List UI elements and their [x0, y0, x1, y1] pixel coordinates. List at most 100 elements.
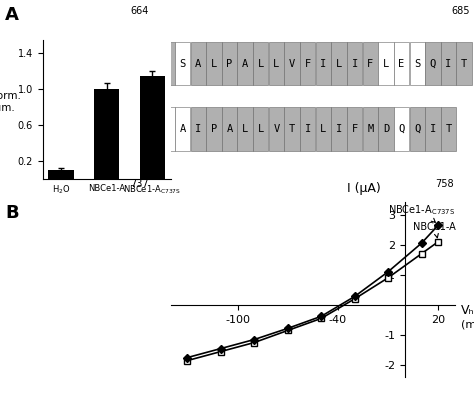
Text: F: F — [148, 58, 155, 69]
Text: AE1: AE1 — [96, 57, 118, 70]
Bar — [140, 75, 165, 179]
Bar — [237, 107, 253, 151]
Text: V: V — [273, 124, 280, 134]
Text: NBCe1-A$_{\mathregular{C737S}}$: NBCe1-A$_{\mathregular{C737S}}$ — [388, 203, 455, 222]
Bar — [206, 42, 221, 85]
Bar — [425, 42, 440, 85]
Text: Q: Q — [430, 58, 436, 69]
Text: Vₕ: Vₕ — [461, 304, 474, 317]
Text: A: A — [164, 124, 170, 134]
Text: E: E — [399, 58, 405, 69]
Text: C: C — [133, 124, 139, 134]
Bar — [253, 42, 268, 85]
Bar — [237, 42, 253, 85]
Text: 737: 737 — [130, 179, 149, 189]
Text: L: L — [336, 58, 342, 69]
Bar — [144, 107, 159, 151]
Bar — [363, 42, 378, 85]
Text: I: I — [446, 58, 452, 69]
Bar — [175, 107, 190, 151]
Text: L: L — [148, 124, 155, 134]
Text: I: I — [352, 58, 358, 69]
Text: V: V — [289, 58, 295, 69]
Bar — [191, 107, 206, 151]
Bar — [269, 107, 284, 151]
Text: P: P — [227, 58, 233, 69]
Text: Q: Q — [414, 124, 420, 134]
Bar — [222, 42, 237, 85]
Text: T: T — [446, 124, 452, 134]
Text: L: L — [258, 124, 264, 134]
Text: 685: 685 — [451, 6, 470, 16]
Text: P: P — [211, 124, 217, 134]
Text: M: M — [367, 124, 374, 134]
Bar — [316, 107, 331, 151]
Text: NBCe1-A: NBCe1-A — [413, 222, 456, 238]
Bar — [300, 107, 315, 151]
Text: I: I — [320, 58, 327, 69]
Bar — [128, 42, 143, 85]
Bar — [206, 107, 221, 151]
Text: F: F — [367, 58, 374, 69]
Bar — [347, 107, 362, 151]
Text: A: A — [180, 124, 186, 134]
Bar — [378, 107, 393, 151]
Text: A: A — [164, 58, 170, 69]
Bar — [300, 42, 315, 85]
Bar — [410, 42, 425, 85]
Bar — [159, 107, 174, 151]
Text: F: F — [352, 124, 358, 134]
Bar — [175, 42, 190, 85]
Text: T: T — [461, 58, 467, 69]
Bar — [425, 107, 440, 151]
Text: L: L — [273, 58, 280, 69]
Text: 664: 664 — [130, 6, 149, 16]
Text: I: I — [195, 124, 201, 134]
Bar — [128, 107, 143, 151]
Bar — [253, 107, 268, 151]
Bar — [456, 42, 472, 85]
Text: L: L — [320, 124, 327, 134]
Text: T: T — [289, 124, 295, 134]
Bar — [284, 107, 300, 151]
Text: A: A — [227, 124, 233, 134]
Text: A: A — [5, 6, 18, 24]
Bar — [331, 107, 346, 151]
Text: I: I — [336, 124, 342, 134]
Bar — [222, 107, 237, 151]
Bar — [331, 42, 346, 85]
Text: S: S — [414, 58, 420, 69]
Text: F: F — [305, 58, 311, 69]
Text: A: A — [195, 58, 201, 69]
Bar — [394, 42, 409, 85]
Bar — [144, 42, 159, 85]
Text: M: M — [133, 58, 139, 69]
Text: L: L — [258, 58, 264, 69]
Text: 758: 758 — [436, 179, 454, 189]
Text: I: I — [305, 124, 311, 134]
Bar — [394, 107, 409, 151]
Bar — [363, 107, 378, 151]
Bar — [159, 42, 174, 85]
Text: NBCe1: NBCe1 — [79, 123, 118, 135]
Bar — [410, 107, 425, 151]
Text: L: L — [242, 124, 248, 134]
Bar — [191, 42, 206, 85]
Bar — [316, 42, 331, 85]
Text: I (μA): I (μA) — [347, 183, 381, 195]
Bar — [94, 89, 119, 179]
Text: I: I — [430, 124, 436, 134]
Bar — [284, 42, 300, 85]
Text: A: A — [242, 58, 248, 69]
Text: B: B — [6, 204, 19, 222]
Text: D: D — [383, 124, 389, 134]
Bar — [347, 42, 362, 85]
Text: Q: Q — [399, 124, 405, 134]
Bar — [441, 107, 456, 151]
Bar — [378, 42, 393, 85]
Text: S: S — [180, 58, 186, 69]
Text: L: L — [383, 58, 389, 69]
Bar — [269, 42, 284, 85]
Text: L: L — [211, 58, 217, 69]
Text: Norm.
Lum.: Norm. Lum. — [0, 91, 21, 114]
